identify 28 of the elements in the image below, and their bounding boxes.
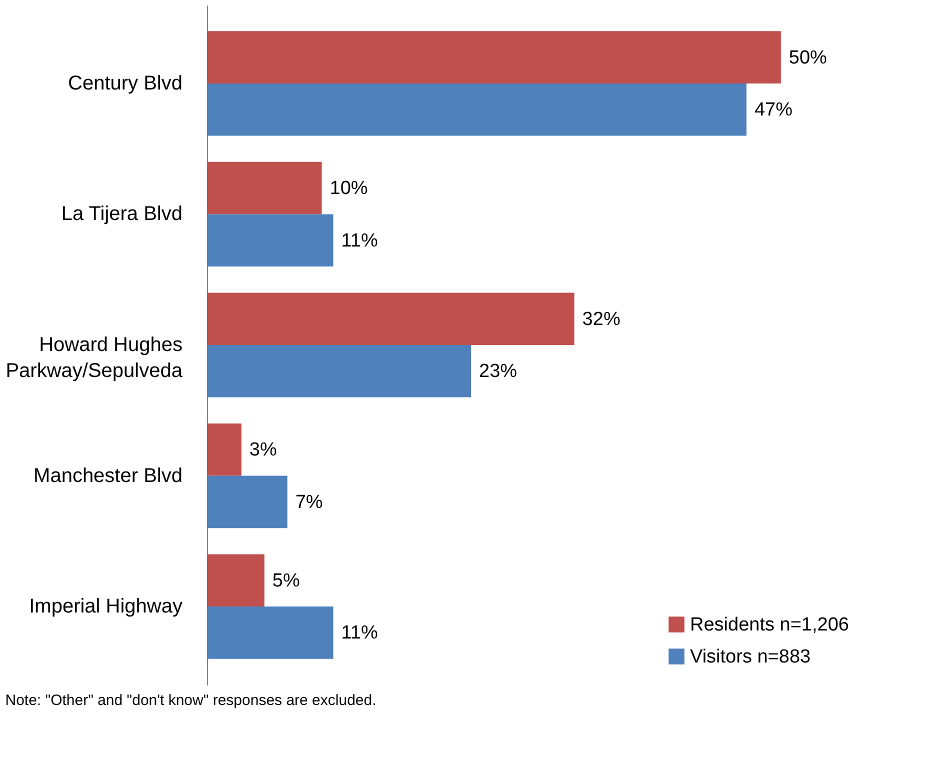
bar xyxy=(207,31,781,84)
legend-label: Visitors n=883 xyxy=(690,646,811,668)
y-tick-label: Century Blvd xyxy=(68,72,182,94)
data-label: 11% xyxy=(341,622,378,644)
bar xyxy=(207,476,288,528)
y-tick-label: La Tijera Blvd xyxy=(61,203,182,226)
data-label: 10% xyxy=(330,178,368,200)
data-label: 5% xyxy=(272,570,300,592)
bar xyxy=(207,345,471,398)
text: Note: "Other" and "don't know" responses are excluded. xyxy=(5,692,376,709)
y-tick-label: Manchester Blvd xyxy=(34,464,182,487)
data-label: 23% xyxy=(479,361,518,382)
data-label: 11% xyxy=(341,230,378,252)
data-label: 7% xyxy=(295,492,323,513)
bar xyxy=(207,554,264,607)
data-label: 47% xyxy=(754,100,793,121)
data-label: 50% xyxy=(788,47,828,68)
bar xyxy=(207,292,574,345)
bar xyxy=(207,214,334,267)
legend-label: Residents n=1,206 xyxy=(690,614,849,636)
y-tick-label: Howard Hughes Parkway/Sepulveda xyxy=(6,334,184,382)
data-label: 32% xyxy=(582,308,620,330)
bar xyxy=(207,606,334,659)
data-label: 3% xyxy=(249,440,277,461)
bar xyxy=(207,162,322,214)
bar xyxy=(207,423,242,476)
bar xyxy=(207,83,746,136)
y-tick-label: Imperial Highway xyxy=(29,596,182,618)
